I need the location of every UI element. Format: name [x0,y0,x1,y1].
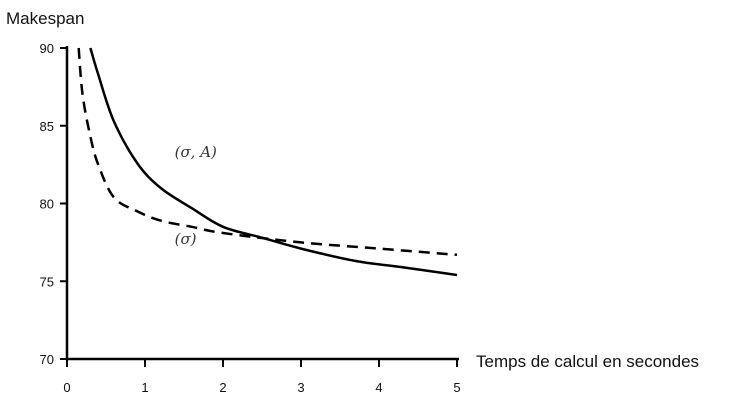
x-axis-title: Temps de calcul en secondes [476,352,699,371]
y-tick-label: 85 [40,119,54,134]
series-line-sigma-a [89,47,458,277]
x-tick-label: 5 [453,380,460,395]
axes [65,46,459,361]
ticks: 70 75 80 85 90 0 1 2 3 4 5 [40,41,461,395]
y-tick-label: 80 [40,197,54,212]
y-tick-label: 70 [40,352,54,367]
curve-labels: (σ, A) (σ) [175,143,217,248]
y-axis-title: Makespan [6,9,84,28]
x-tick-label: 0 [63,380,70,395]
curve-label-sigma: (σ) [175,230,197,248]
series-line-sigma [77,47,458,257]
x-tick-label: 2 [219,380,226,395]
series-group [77,47,458,277]
x-tick-label: 4 [375,380,382,395]
y-tick-label: 90 [40,41,54,56]
y-tick-label: 75 [40,274,54,289]
x-tick-label: 3 [297,380,304,395]
curve-label-sigma-a: (σ, A) [175,143,217,161]
x-tick-label: 1 [141,380,148,395]
